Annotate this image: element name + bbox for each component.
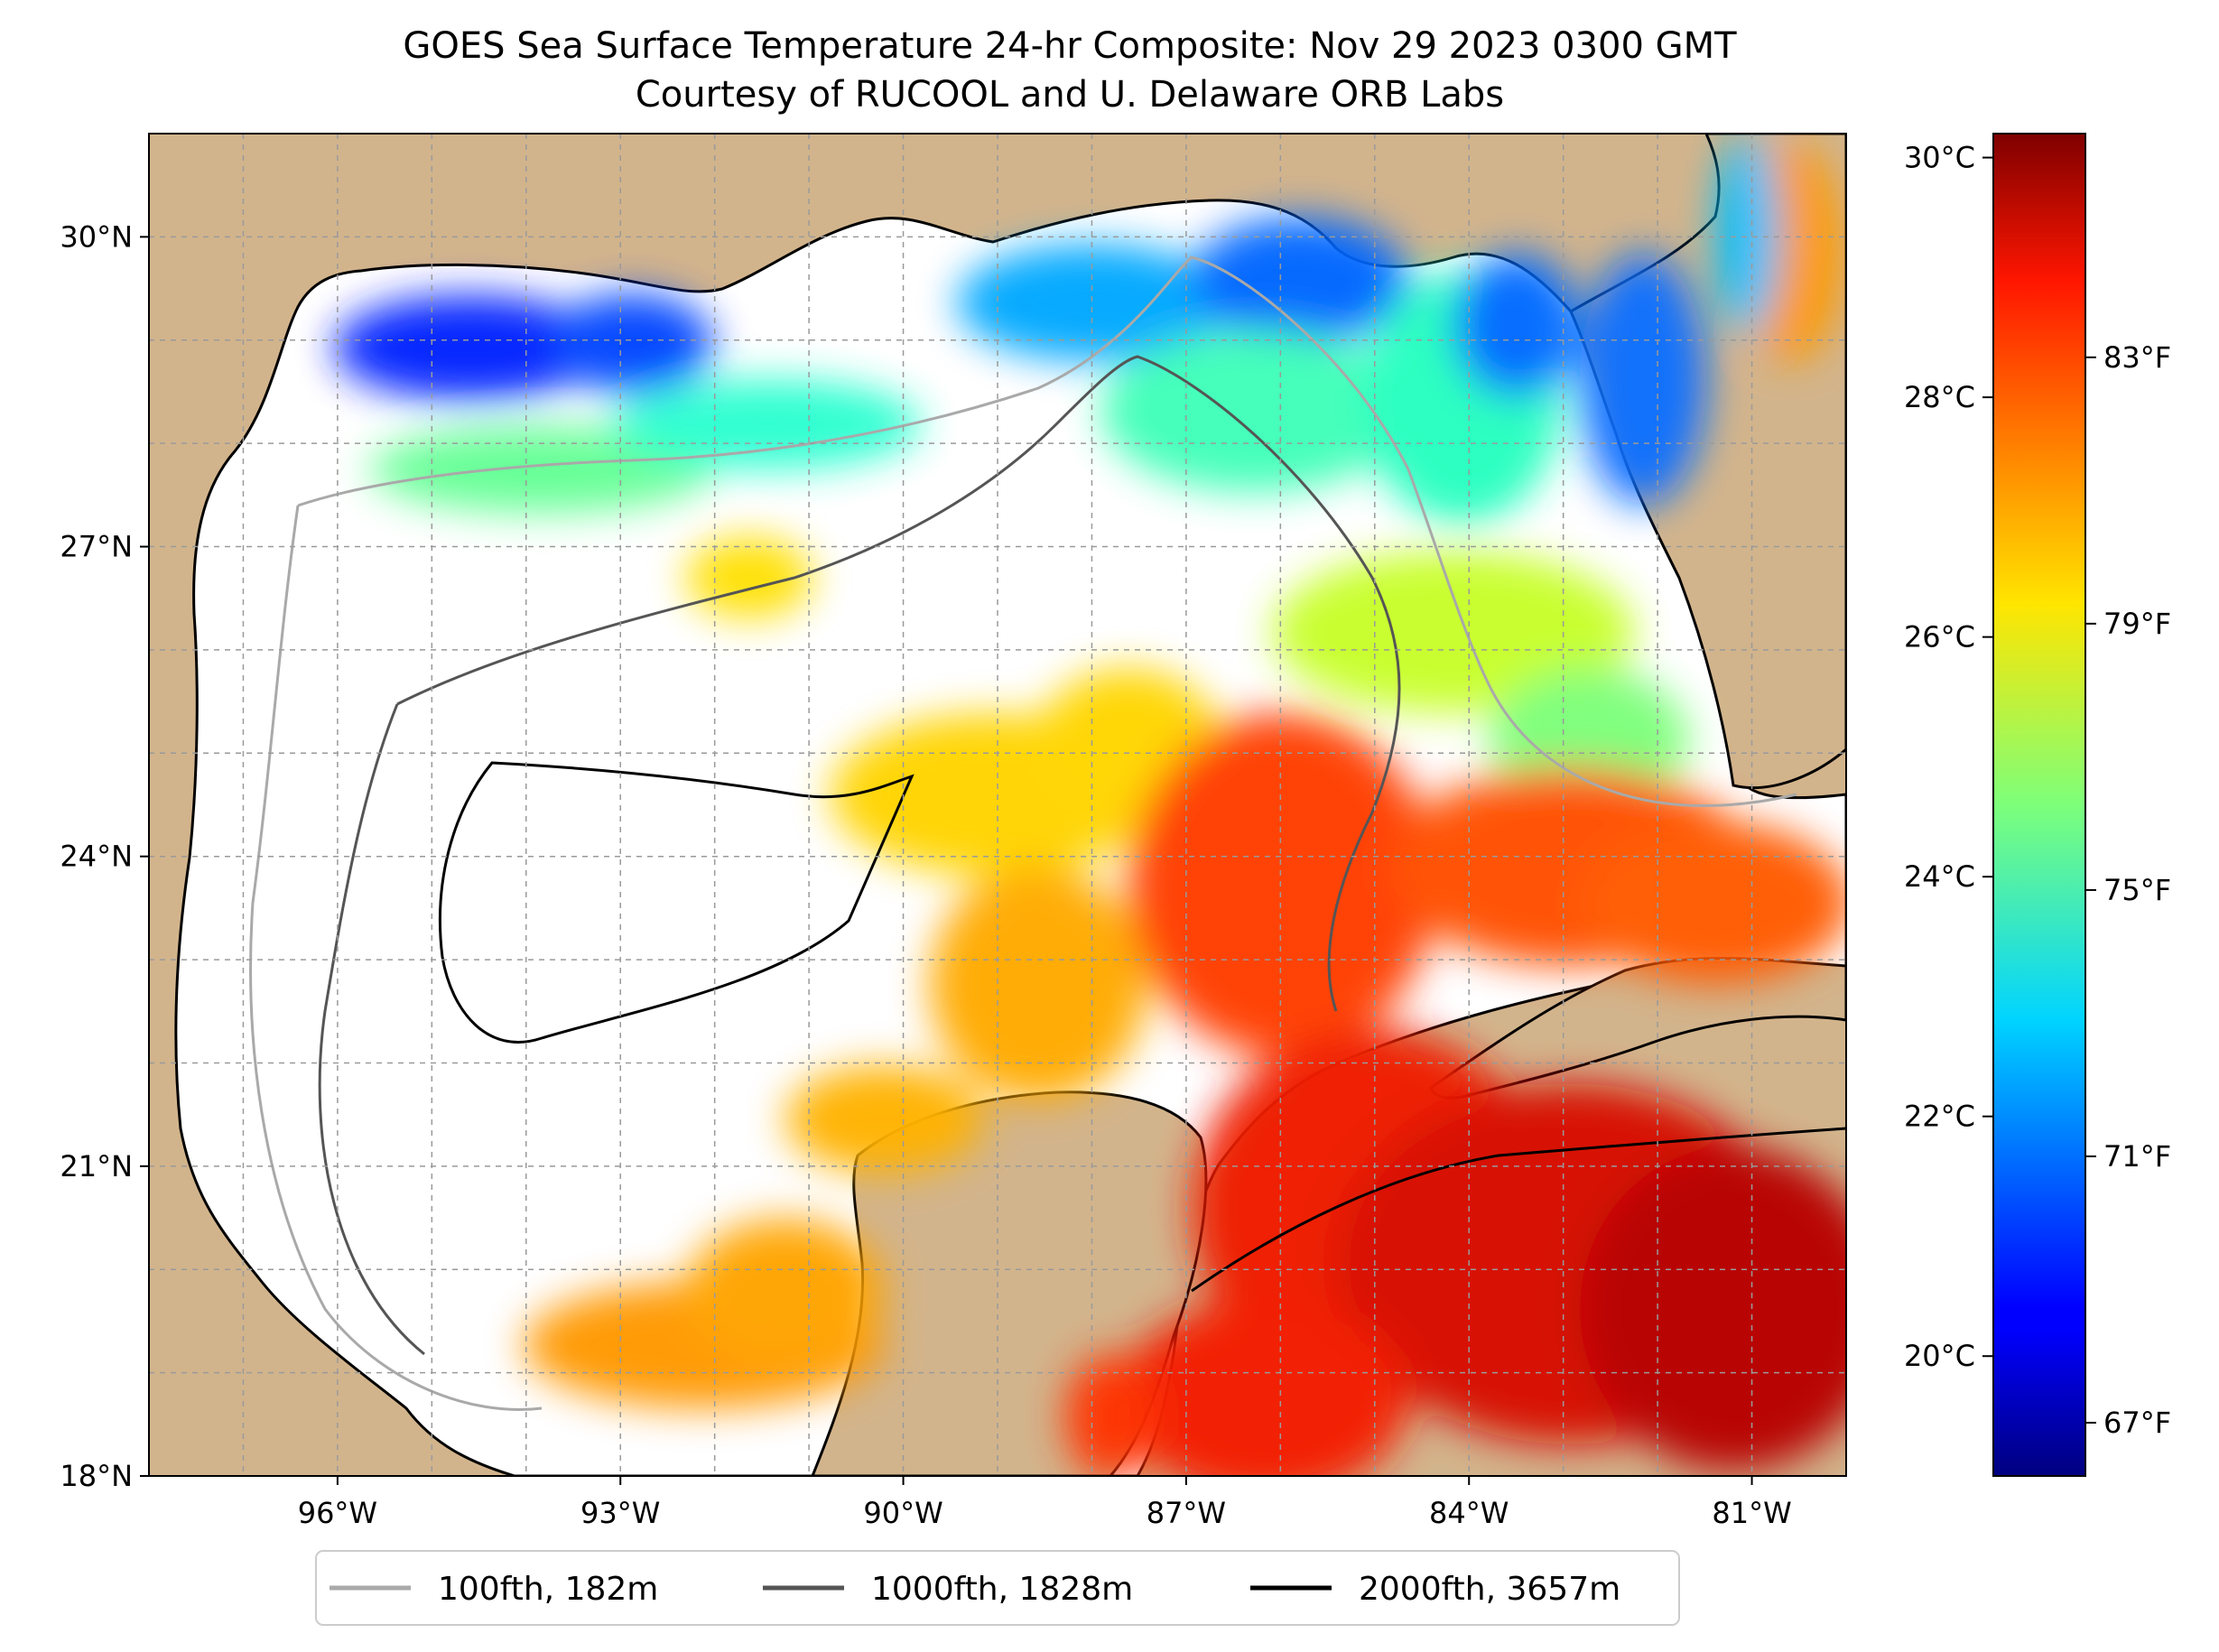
x-tick-label: 84°W bbox=[1429, 1496, 1509, 1530]
y-tick-label: 18°N bbox=[60, 1459, 133, 1493]
contour-2000fth bbox=[439, 761, 915, 1044]
map-frame bbox=[148, 133, 1847, 1477]
colorbar-celsius-axis: 20°C 22°C 24°C 26°C 28°C 30°C bbox=[1904, 141, 1993, 1373]
map-title: GOES Sea Surface Temperature 24-hr Compo… bbox=[403, 25, 1737, 67]
celsius-tick-label: 22°C bbox=[1904, 1100, 1975, 1134]
contour-100fth bbox=[297, 255, 1797, 807]
x-tick-label: 96°W bbox=[298, 1496, 377, 1530]
x-tick-label: 81°W bbox=[1712, 1496, 1791, 1530]
gridlines bbox=[149, 134, 1846, 1476]
fahrenheit-tick-label: 67°F bbox=[2103, 1406, 2171, 1440]
colorbar-fahrenheit-axis: 67°F 71°F 75°F 79°F 83°F bbox=[2085, 340, 2171, 1440]
contour-100fth-west bbox=[249, 505, 543, 1411]
x-tick-label: 90°W bbox=[863, 1496, 942, 1530]
celsius-tick-label: 28°C bbox=[1904, 380, 1975, 414]
longitude-axis: 96°W 93°W 90°W 87°W 84°W 81°W bbox=[298, 1476, 1792, 1530]
legend: 100fth, 182m 1000fth, 1828m 2000fth, 3657m bbox=[330, 1571, 1620, 1608]
colorbar bbox=[1992, 133, 2086, 1477]
x-tick-label: 93°W bbox=[580, 1496, 660, 1530]
legend-box bbox=[315, 1550, 1680, 1626]
y-tick-label: 21°N bbox=[60, 1149, 133, 1183]
latitude-axis: 30°N 27°N 24°N 21°N 18°N bbox=[60, 219, 149, 1493]
fahrenheit-tick-label: 83°F bbox=[2103, 340, 2171, 375]
y-tick-label: 24°N bbox=[60, 840, 133, 874]
y-tick-label: 27°N bbox=[60, 530, 133, 564]
legend-label: 1000fth, 1828m bbox=[871, 1571, 1133, 1608]
map-subtitle: Courtesy of RUCOOL and U. Delaware ORB L… bbox=[636, 74, 1504, 116]
fahrenheit-tick-label: 75°F bbox=[2103, 873, 2171, 907]
legend-label: 2000fth, 3657m bbox=[1359, 1571, 1620, 1608]
celsius-tick-label: 24°C bbox=[1904, 859, 1975, 894]
contour-1000fth-west bbox=[318, 703, 425, 1356]
celsius-tick-label: 30°C bbox=[1904, 141, 1975, 175]
fahrenheit-tick-label: 71°F bbox=[2103, 1139, 2171, 1174]
contour-1000fth bbox=[396, 355, 1401, 1012]
y-tick-label: 30°N bbox=[60, 219, 133, 254]
sst-map bbox=[149, 134, 1846, 1476]
contour-2000fth-caribbean bbox=[1191, 1127, 1846, 1293]
legend-label: 100fth, 182m bbox=[438, 1571, 658, 1608]
x-tick-label: 87°W bbox=[1147, 1496, 1226, 1530]
celsius-tick-label: 20°C bbox=[1904, 1339, 1975, 1373]
celsius-tick-label: 26°C bbox=[1904, 620, 1975, 654]
fahrenheit-tick-label: 79°F bbox=[2103, 607, 2171, 641]
